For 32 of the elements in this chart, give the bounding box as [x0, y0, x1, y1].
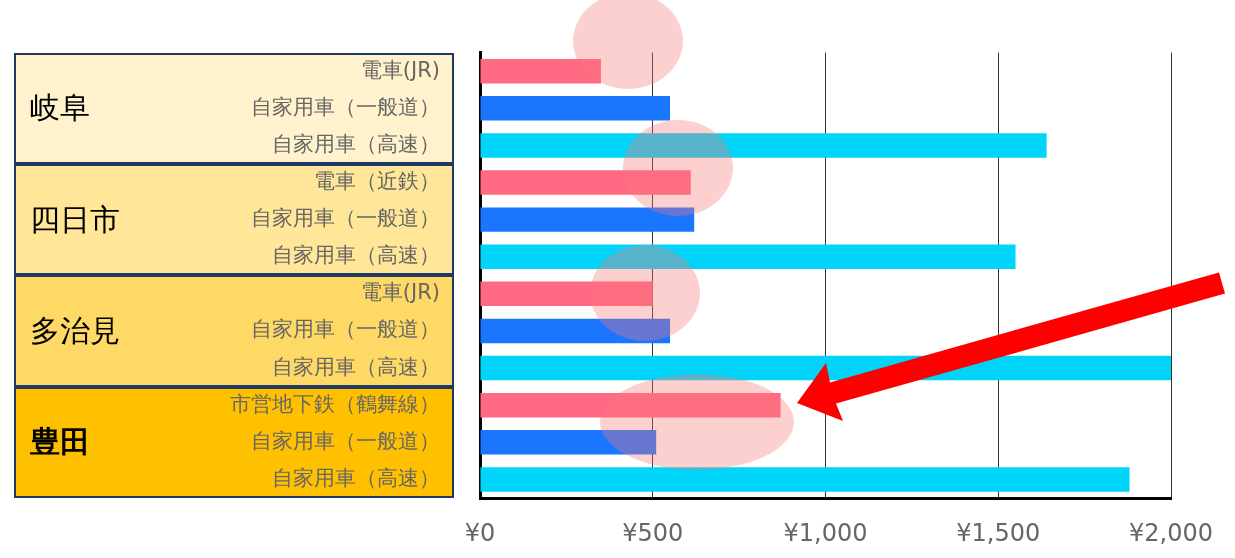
bar — [480, 392, 781, 418]
bar — [480, 430, 657, 455]
x-tick-label: ¥500 — [622, 518, 684, 547]
bar — [480, 96, 671, 121]
y-tick-label: 自家用車（高速） — [272, 243, 440, 268]
bar — [480, 58, 601, 84]
y-tick-label: 市営地下鉄（鶴舞線） — [230, 391, 440, 416]
text: 岐阜 — [30, 88, 90, 127]
y-tick-label: 自家用車（高速） — [272, 465, 440, 490]
y-tick-label: 自家用車（一般道） — [251, 94, 440, 119]
y-tick-label: 電車（近鉄） — [314, 168, 440, 193]
x-tick-label: ¥1,500 — [956, 518, 1041, 547]
bar — [480, 133, 1047, 158]
y-tick-label: 自家用車（高速） — [272, 354, 440, 379]
y-tick-label: 電車(JR) — [360, 57, 440, 82]
bar — [480, 207, 695, 232]
text: 豊田 — [30, 422, 90, 461]
y-tick-label: 自家用車（高速） — [272, 131, 440, 156]
text: 四日市 — [30, 200, 120, 239]
x-tick-label: ¥1,000 — [783, 518, 868, 547]
text: 多治見 — [30, 311, 120, 350]
y-tick-label: 自家用車（一般道） — [251, 206, 440, 231]
y-tick-label: 自家用車（一般道） — [251, 317, 440, 342]
bar — [480, 467, 1130, 492]
bar — [480, 170, 691, 195]
x-tick-label: ¥2,000 — [1129, 518, 1213, 547]
y-tick-label: 電車(JR) — [360, 280, 440, 305]
y-tick-label: 自家用車（一般道） — [251, 428, 440, 453]
bar — [480, 281, 653, 307]
x-tick-label: ¥0 — [464, 518, 496, 547]
bar — [480, 244, 1016, 269]
bar — [480, 318, 671, 344]
